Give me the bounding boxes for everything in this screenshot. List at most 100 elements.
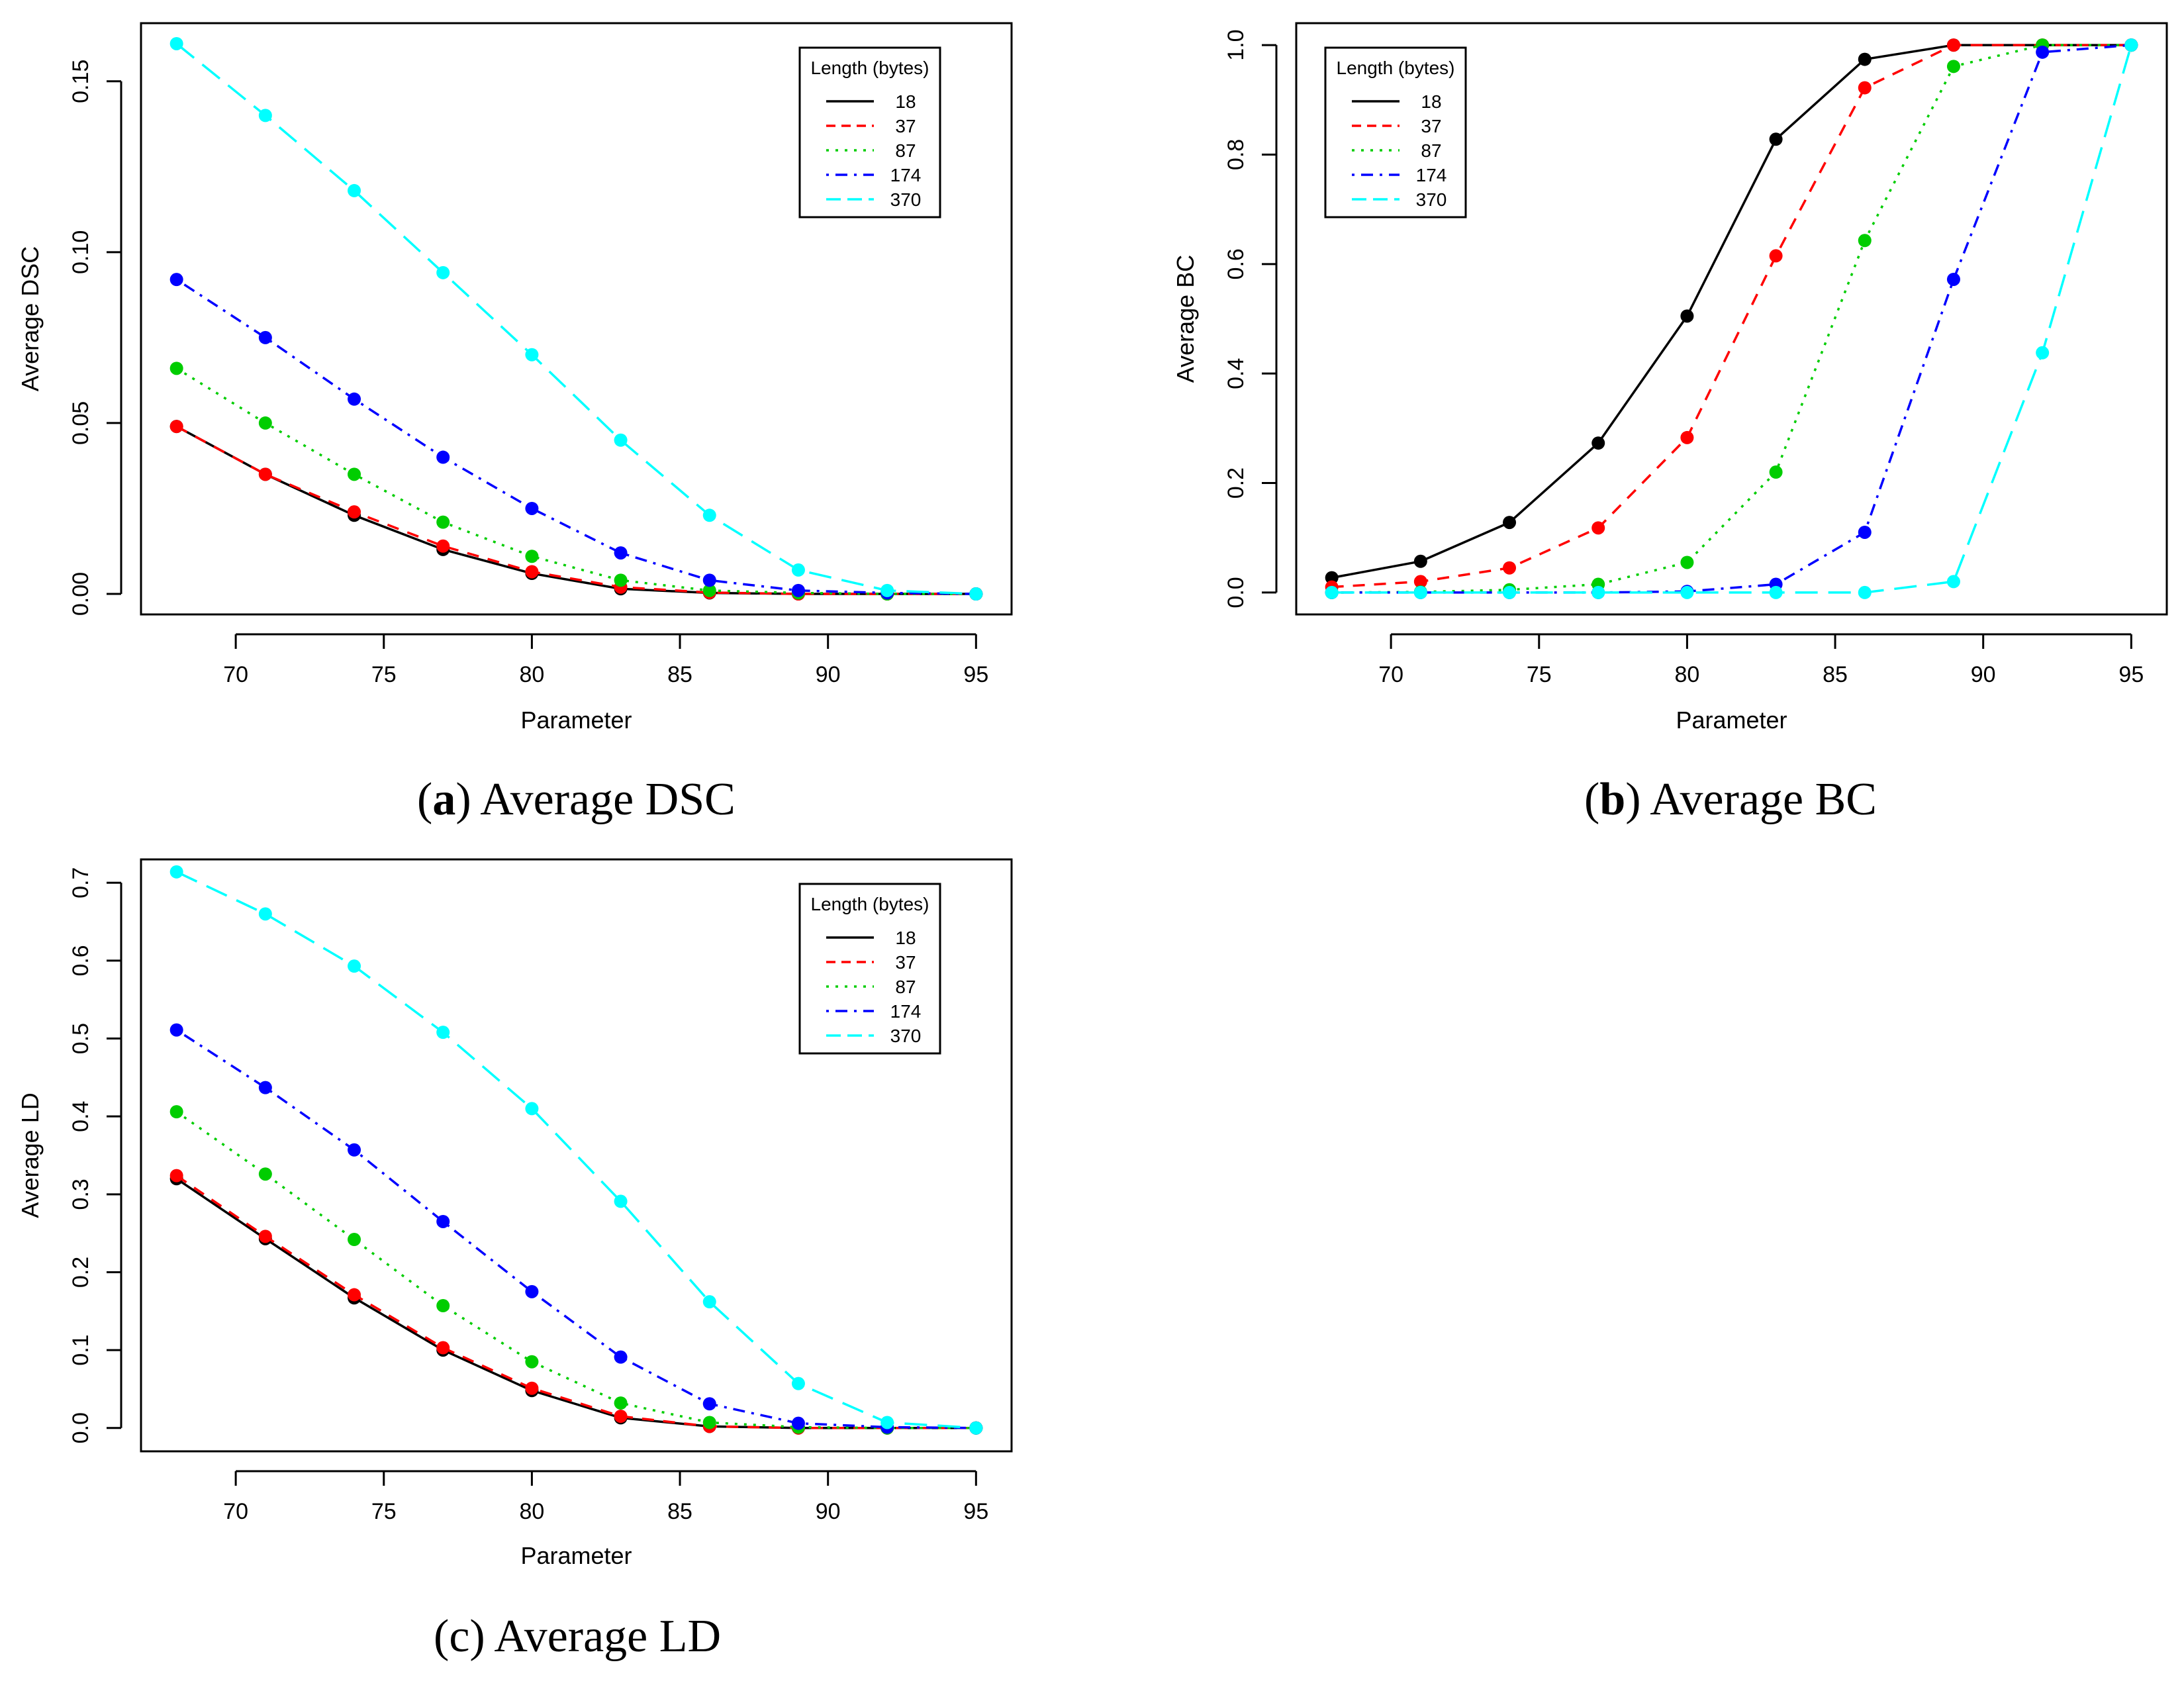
data-point: [880, 583, 894, 597]
legend-label-174: 174: [890, 1001, 922, 1022]
data-point: [525, 550, 539, 563]
data-point: [436, 1026, 450, 1039]
y-tick-label: 0.5: [68, 1023, 93, 1054]
data-point: [1858, 525, 1872, 539]
chart-c: 70 75 80 85 90 95 0.0 0.1 0.2 0.3 0.4 0.5 0.6 0.7 Para…: [17, 858, 1013, 1569]
x-axis-label: Parameter: [520, 1542, 632, 1569]
data-point: [1946, 38, 1960, 52]
y-axis: 0.00 0.05 0.10 0.15: [68, 60, 122, 616]
data-point: [258, 109, 272, 122]
y-axis-label: Average BC: [1172, 255, 1199, 383]
x-tick-label: 95: [963, 662, 988, 687]
series-line-18: [175, 425, 976, 595]
data-point: [1769, 585, 1783, 599]
legend-label-87: 87: [895, 140, 916, 161]
legend-label-370: 370: [890, 1026, 922, 1046]
y-tick-label: 0.15: [68, 60, 93, 103]
data-point: [1946, 272, 1960, 286]
data-point: [525, 565, 539, 579]
x-axis-label: Parameter: [520, 706, 632, 734]
legend-label-37: 37: [895, 116, 916, 136]
data-point: [614, 1410, 628, 1424]
y-tick-label: 0.6: [1223, 248, 1249, 279]
data-point: [614, 1194, 628, 1208]
data-point: [1591, 436, 1605, 450]
x-tick-label: 80: [1674, 662, 1699, 687]
series-18: [169, 1172, 983, 1435]
data-point: [1591, 521, 1605, 535]
legend-box: [798, 46, 941, 218]
data-point: [525, 1102, 539, 1116]
legend-label-87: 87: [895, 977, 916, 997]
data-point: [1503, 585, 1517, 599]
series-line-370: [1331, 44, 2133, 594]
legend-label-37: 37: [1421, 116, 1441, 136]
data-point: [258, 1081, 272, 1094]
legend: Length (bytes) 18 37 87 174 370: [1324, 46, 1467, 218]
data-point: [1946, 575, 1960, 589]
data-point: [1858, 81, 1872, 95]
series-line-87: [175, 367, 976, 595]
legend-label-174: 174: [1416, 165, 1447, 185]
data-point: [169, 1169, 183, 1183]
chart-b: 70 75 80 85 90 95 0.0 0.2 0.4 0.6 0.8 1.0 Parameter A…: [1172, 22, 2168, 734]
data-point: [1503, 561, 1517, 575]
legend-title: Length (bytes): [1337, 58, 1455, 78]
y-tick-label: 0.0: [68, 1412, 93, 1443]
series-370: [169, 865, 983, 1435]
data-point: [614, 433, 628, 447]
series-37: [169, 1169, 983, 1435]
data-point: [791, 1416, 805, 1430]
series-370: [169, 36, 983, 601]
series-line-37: [1331, 44, 2132, 589]
legend-box: [1324, 46, 1467, 218]
data-point: [258, 907, 272, 921]
data-point: [702, 1397, 716, 1411]
x-tick-label: 95: [2118, 662, 2144, 687]
data-point: [1413, 554, 1427, 568]
series-line-37: [175, 1175, 976, 1429]
legend-box: [798, 883, 941, 1055]
data-point: [880, 1416, 894, 1429]
data-point: [1858, 585, 1872, 599]
x-tick-label: 75: [1527, 662, 1552, 687]
data-point: [525, 501, 539, 515]
data-point: [436, 266, 450, 279]
x-tick-label: 70: [1378, 662, 1403, 687]
data-point: [1680, 585, 1694, 599]
x-tick-label: 85: [667, 1499, 692, 1524]
data-point: [1680, 309, 1694, 323]
x-tick-label: 85: [1823, 662, 1848, 687]
legend: Length (bytes) 18 37 87 174 370: [798, 46, 941, 218]
data-point: [969, 587, 983, 601]
x-tick-label: 90: [816, 662, 841, 687]
data-point: [1769, 132, 1783, 146]
series-370: [1325, 38, 2138, 599]
data-point: [436, 539, 450, 553]
data-point: [1858, 234, 1872, 248]
series-line-18: [175, 1177, 976, 1429]
series-line-370: [175, 871, 976, 1429]
data-point: [1413, 585, 1427, 599]
y-tick-label: 0.6: [68, 945, 93, 976]
y-axis-label: Average DSC: [17, 246, 44, 391]
y-tick-label: 0.7: [68, 867, 93, 898]
data-point: [436, 1299, 450, 1313]
series-174: [169, 273, 983, 601]
series-line-370: [175, 42, 976, 595]
data-point: [614, 573, 628, 587]
x-tick-label: 90: [1971, 662, 1996, 687]
data-point: [348, 1233, 361, 1247]
y-tick-label: 0.8: [1223, 139, 1249, 170]
series-174: [169, 1023, 983, 1435]
y-tick-label: 0.4: [68, 1101, 93, 1132]
legend-label-18: 18: [1421, 91, 1441, 112]
data-point: [525, 348, 539, 362]
data-point: [1769, 249, 1783, 263]
legend-title: Length (bytes): [811, 894, 929, 914]
data-point: [1503, 516, 1517, 530]
data-point: [1769, 465, 1783, 479]
data-point: [1413, 575, 1427, 589]
legend-label-174: 174: [890, 165, 922, 185]
x-tick-label: 75: [371, 1499, 397, 1524]
